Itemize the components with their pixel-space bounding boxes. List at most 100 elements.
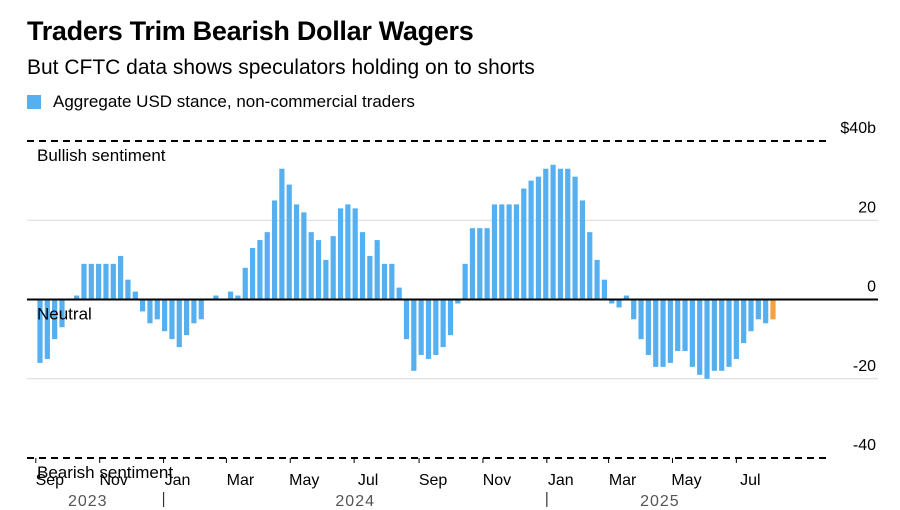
bar [162,299,168,332]
y-tick-label: $40b [840,120,876,137]
legend-label: Aggregate USD stance, non-commercial tra… [53,92,415,111]
bar [359,232,366,300]
bar [96,263,102,300]
bar [462,263,468,300]
bar [418,299,424,355]
bar [227,291,234,300]
legend-swatch [27,95,41,109]
bar [704,299,710,379]
bar [242,267,248,300]
bar [557,168,564,300]
bar [235,295,241,300]
bar [433,299,439,355]
bar [264,232,270,300]
bar [389,263,395,300]
reference-label: Bearish sentiment [37,463,173,482]
y-tick-label: -40 [853,437,876,454]
reference-label: Bullish sentiment [37,146,166,165]
bar [337,208,344,300]
bar [528,180,534,300]
bar [660,299,666,367]
year-label: 2025 [640,493,680,510]
bar [675,299,681,352]
bar [425,299,432,359]
bar [191,299,197,324]
bar [271,200,278,300]
bar [763,299,769,324]
bar [279,168,285,300]
bar [396,287,402,300]
bar [293,204,300,300]
bar [719,299,725,371]
bar [286,184,292,300]
bar [455,299,461,304]
bar [257,240,263,300]
bar [154,299,160,320]
bar [543,168,549,300]
bar [484,228,490,300]
bar [176,299,182,348]
x-tick-label: May [671,472,701,489]
bar [345,204,351,300]
bar [477,228,483,300]
legend: Aggregate USD stance, non-commercial tra… [27,92,415,112]
bar [367,255,373,300]
bar [403,299,410,340]
bar [506,204,512,300]
bar [491,204,498,300]
bar [601,279,608,300]
bar [594,259,600,300]
bar [323,259,329,300]
bar [37,299,43,363]
bar [550,164,556,300]
bar [499,204,505,300]
x-tick-label: Mar [227,472,255,489]
bar [645,299,651,355]
latest-bar [770,299,776,320]
bar [653,299,659,367]
bar [52,299,58,340]
bar [301,212,307,300]
bar [623,295,629,300]
bar [315,240,322,300]
y-tick-label: 0 [867,279,876,296]
bar [88,263,94,300]
chart-subtitle: But CFTC data shows speculators holding … [27,56,535,79]
bar [631,299,637,320]
bar [609,299,615,304]
bar [330,236,336,300]
bar [125,279,131,300]
bar [110,263,116,300]
bar [513,204,520,300]
bar [59,299,65,328]
bar [411,299,417,371]
bar [249,247,256,300]
bar [535,176,542,300]
x-tick-label: Jul [358,472,378,489]
bar [74,295,80,300]
year-label: 2024 [335,493,375,510]
bar [308,232,314,300]
bar [741,299,747,344]
bar [469,228,476,300]
bar [733,299,739,359]
x-tick-label: Jan [548,472,574,489]
bar [447,299,454,336]
x-tick-label: May [289,472,319,489]
bar [689,299,695,367]
y-tick-label: 20 [858,199,876,216]
bar [352,208,358,300]
bar [81,263,87,300]
bar [697,299,703,375]
y-tick-label: -20 [853,358,876,375]
bar [726,299,732,367]
bar [667,299,673,363]
bar [616,299,622,308]
x-tick-label: Jan [165,472,191,489]
bar [374,240,380,300]
chart-title: Traders Trim Bearish Dollar Wagers [27,16,474,46]
bar [213,295,219,300]
bar [565,168,571,300]
bar [44,299,50,359]
